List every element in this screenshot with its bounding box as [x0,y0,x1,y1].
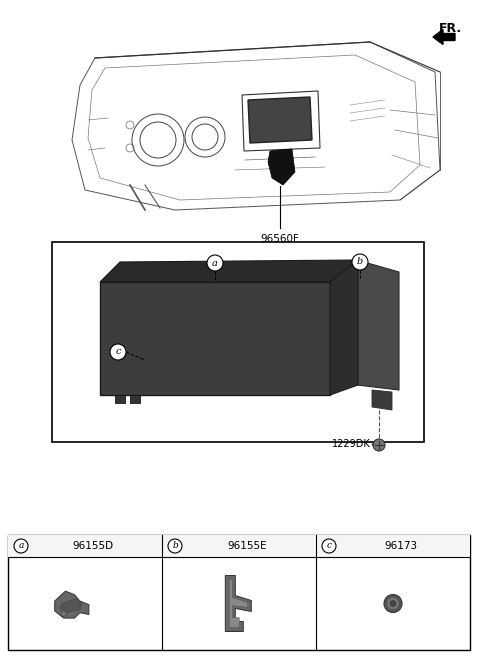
Circle shape [61,611,66,616]
Circle shape [168,539,182,553]
FancyArrow shape [433,30,455,45]
Text: FR.: FR. [439,22,462,35]
Text: a: a [18,541,24,551]
Bar [52,242,424,442]
Polygon shape [357,260,399,390]
Polygon shape [115,395,125,403]
Polygon shape [268,149,295,185]
Bar [8,535,470,650]
Circle shape [387,597,399,610]
Text: 96173: 96173 [384,541,417,551]
Text: c: c [326,541,332,551]
Polygon shape [100,282,330,395]
Bar [316,535,470,557]
Bar [8,535,162,557]
Bar [162,535,316,557]
Text: 96560F: 96560F [261,234,300,244]
Text: b: b [357,258,363,267]
Circle shape [14,539,28,553]
Polygon shape [55,591,89,618]
Circle shape [352,254,368,270]
Circle shape [110,344,126,360]
Polygon shape [225,576,252,631]
Text: 96155E: 96155E [227,541,266,551]
Polygon shape [229,579,247,627]
Polygon shape [372,390,392,410]
Circle shape [322,539,336,553]
Circle shape [373,439,385,451]
Text: 1229DK: 1229DK [332,439,371,449]
Polygon shape [100,260,358,282]
Text: b: b [172,541,178,551]
Polygon shape [130,395,140,403]
Polygon shape [330,260,358,395]
Circle shape [390,600,396,606]
Text: a: a [212,258,218,267]
Polygon shape [60,599,82,613]
Circle shape [384,595,402,612]
Polygon shape [248,97,312,143]
Circle shape [207,255,223,271]
Text: 96155D: 96155D [72,541,113,551]
Text: c: c [115,348,121,357]
